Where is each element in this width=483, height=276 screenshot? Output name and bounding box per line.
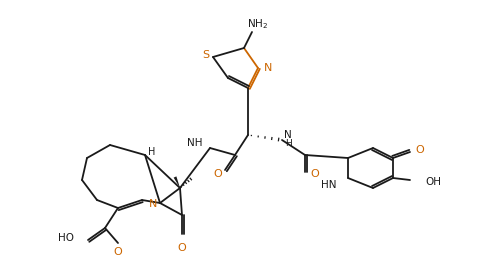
Text: O: O bbox=[114, 247, 122, 257]
Text: S: S bbox=[202, 50, 210, 60]
Text: O: O bbox=[178, 243, 186, 253]
Text: HO: HO bbox=[58, 233, 74, 243]
Text: N: N bbox=[284, 130, 292, 140]
Text: O: O bbox=[416, 145, 425, 155]
Text: NH: NH bbox=[186, 138, 202, 148]
Text: O: O bbox=[213, 169, 222, 179]
Text: N: N bbox=[149, 199, 157, 209]
Text: O: O bbox=[311, 169, 319, 179]
Text: HN: HN bbox=[321, 180, 336, 190]
Text: H: H bbox=[284, 139, 291, 147]
Text: H: H bbox=[148, 147, 155, 157]
Text: OH: OH bbox=[425, 177, 441, 187]
Polygon shape bbox=[173, 176, 180, 188]
Text: NH$_2$: NH$_2$ bbox=[247, 17, 269, 31]
Text: N: N bbox=[264, 63, 272, 73]
